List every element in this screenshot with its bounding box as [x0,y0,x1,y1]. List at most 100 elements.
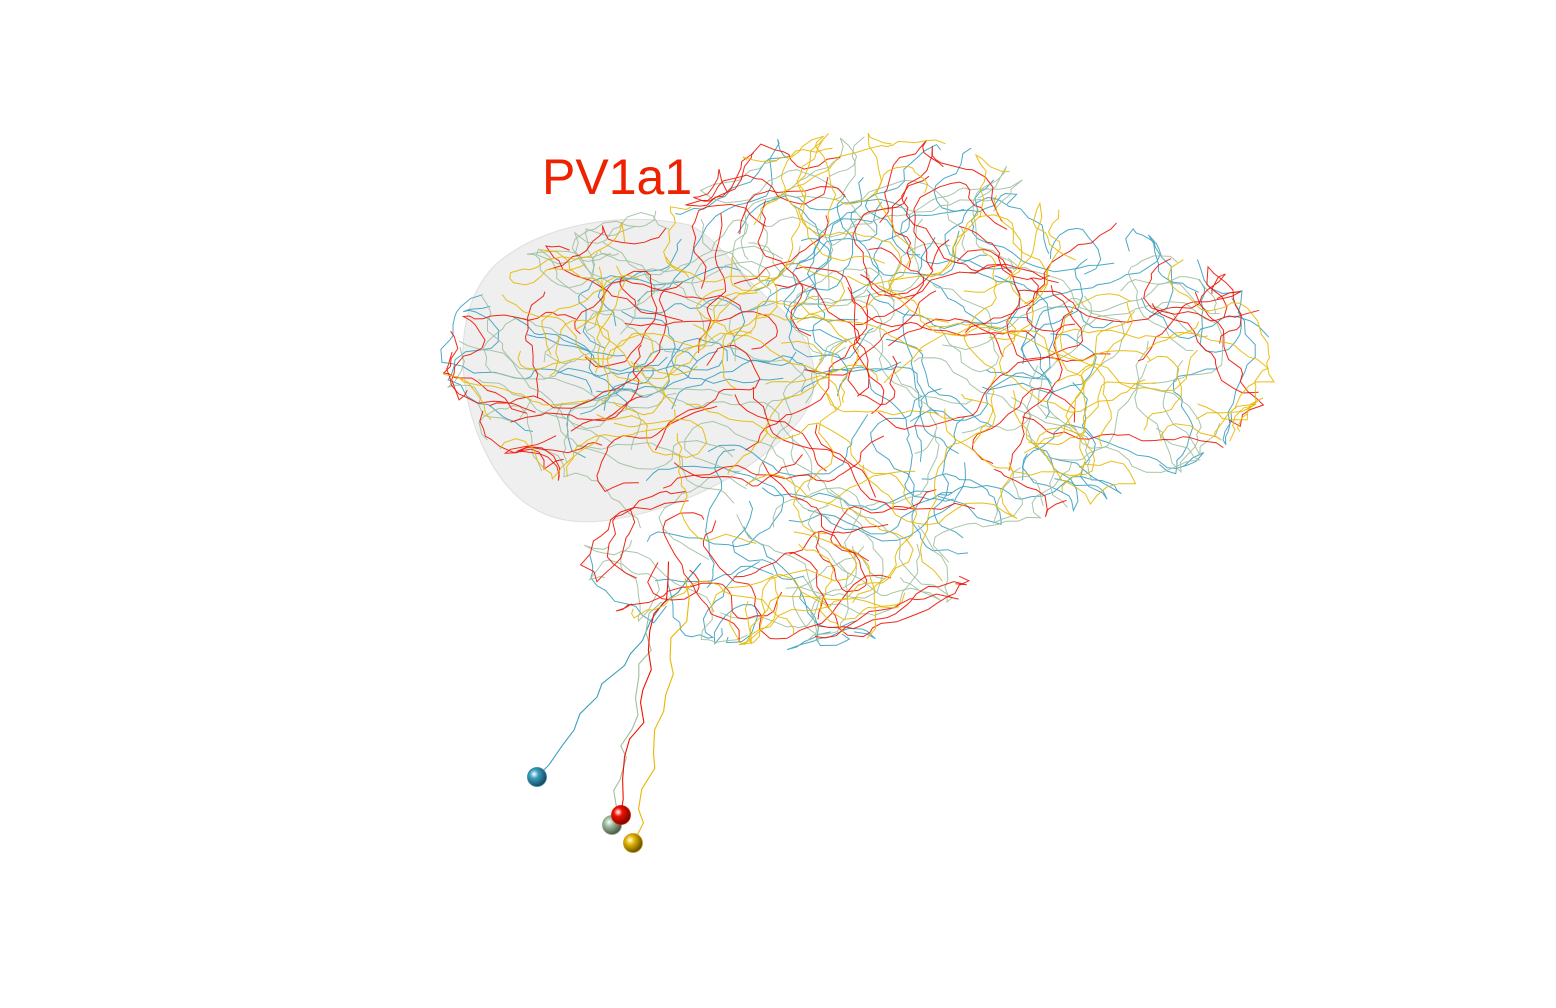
neuron-red-branch [958,225,1050,281]
neuron-gold-branch [963,327,1062,445]
neuron-blue-branch [596,337,728,398]
neuron-blue-branch [440,294,593,394]
neuron-blue-branch [556,360,723,377]
neuron-sage-branch [1076,304,1208,344]
neuron-gold-branch [746,473,914,604]
neuron-gold-branch [1059,293,1152,362]
neuron-red-branch [752,386,877,498]
neuron-gold-branch [703,147,833,340]
neurite-arbors [440,132,1276,844]
neuron-gold-branch [922,214,1049,312]
neuron-blue-branch [621,310,784,384]
neuron-gold-branch [685,403,916,475]
neuron-gold-branch [825,472,918,586]
neuron-gold-branch [742,135,837,223]
neuron-sage-branch [1007,257,1217,314]
neuron-gold-branch [744,592,906,645]
neuron-red-branch [489,282,683,409]
neuron-gold-branch [631,580,795,635]
neuron-red-branch [830,502,975,562]
neuron-red-branch [817,581,967,630]
neuron-gold-branch [974,153,1010,219]
neuron-sage-branch [634,362,813,491]
neuron-red-branch [1137,290,1242,362]
neuron-blue-branch [970,179,1115,273]
neuron-red-branch [510,395,643,423]
neuron-blue-branch [738,237,832,314]
neuron-red-branch [855,247,925,326]
neuron-gold-branch [596,414,708,459]
neuron-gold-branch [833,165,929,205]
neuron-blue-branch [761,487,930,511]
neuron-red-branch [860,263,1012,300]
neuron-red-branch [544,245,683,322]
neuron-red-branch [814,424,937,511]
neuron-red-branch [606,500,689,579]
neuron-red-branch [1008,310,1074,471]
neuron-gold-branch [730,256,846,324]
neuron-sage-branch [584,225,636,274]
neuron-red-branch [691,203,767,289]
neuron-red-branch [693,143,841,202]
neuron-sage-branch [1133,382,1202,474]
neuron-red-branch [673,454,803,487]
neuron-sage-branch [818,336,973,405]
neuron-gold-branch [753,139,946,226]
neuron-sage-branch [602,219,752,288]
neuron-gold-branch [847,209,979,287]
neuron-red-branch [993,468,1067,518]
neuron-gold-branch [1023,301,1134,454]
neuron-red-branch [879,140,944,224]
neuron-gold-branch [499,436,600,481]
neuron-blue-branch [737,194,911,295]
neuron-sage-branch [699,160,876,233]
neuron-gold-branch [509,221,626,286]
neuron-red-branch [847,287,1035,338]
neuron-red-branch [762,461,889,534]
neuron-gold-branch [1167,259,1276,410]
neuron-blue-branch [885,338,992,427]
neuron-sage-branch [555,402,734,470]
neuron-blue-branch [786,627,876,651]
neuron-gold-branch [878,285,967,337]
neuron-red-branch [446,351,536,413]
neuron-gold-branch [1061,310,1136,492]
neuron-red-branch [847,355,898,406]
neuron-red-soma [611,805,631,825]
neuron-gold-branch [1012,390,1137,506]
neuron-gold-branch [1055,349,1198,392]
neuron-sage-branch [589,309,726,353]
neuron-blue-branch [513,316,625,357]
neuron-gold-branch [595,266,698,376]
neuron-blue-branch [1159,368,1219,475]
neuron-red-branch [548,225,667,271]
neuron-gold-branch [862,462,1018,526]
neuron-sage-branch [1027,340,1149,461]
neuron-gold-primary-neurite [632,578,690,844]
neuron-red-branch [524,291,546,398]
neuron-blue-branch [667,561,760,639]
neuron-blue-branch [558,333,628,409]
neuron-gold-branch [1159,403,1257,442]
neuron-sage-branch [1039,364,1201,473]
neuron-gold-soma [623,833,643,853]
neuron-blue-branch [655,565,774,583]
neuron-sage-branch [785,434,884,599]
neuron-gold-branch [501,294,599,374]
neuron-blue-branch [1125,228,1174,317]
neuron-sage-branch [698,311,807,415]
neuron-blue-branch [870,395,969,555]
neuron-blue-branch [868,378,954,502]
neuron-red-branch [734,394,827,472]
neuron-sage-branch [961,365,1039,434]
neuron-blue-branch [909,372,1050,422]
neuron-gold-branch [1146,331,1270,442]
neuron-sage-branch [1151,301,1224,384]
neuron-red-branch [615,582,783,620]
somata [527,767,643,853]
neuron-gold-branch [727,339,847,475]
neuron-gold-branch [729,583,860,646]
neuron-red-branch [852,196,950,296]
neuron-sage-branch [573,211,670,262]
neuron-red-branch [804,290,937,376]
